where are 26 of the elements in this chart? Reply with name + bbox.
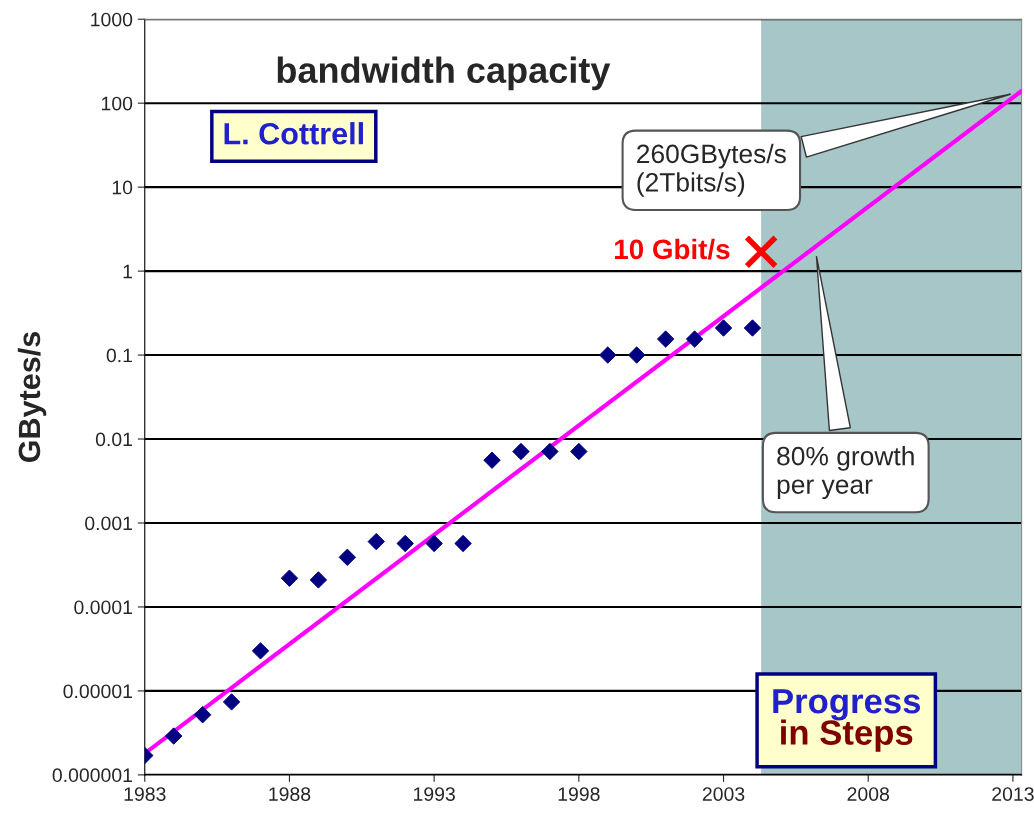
y-tick-label: 0.1 <box>106 348 133 363</box>
y-tick-label: 0.00001 <box>63 684 133 699</box>
annotation: 80% growth per year <box>777 446 914 500</box>
x-tick-label: 1988 <box>269 787 311 801</box>
point <box>744 234 779 269</box>
x-tick-label: 2008 <box>847 787 889 801</box>
y-tick-label: 0.01 <box>95 432 133 447</box>
x-tick-label: 2003 <box>702 787 745 801</box>
x-tick-label: 1983 <box>124 787 166 801</box>
y-tick-label: 1000 <box>91 12 133 27</box>
x-tick-label: 2013 <box>992 787 1034 801</box>
annotation: L. Cottrell <box>224 122 363 145</box>
y-axis-title: GBytes/s <box>17 332 47 463</box>
annotation: in Steps <box>781 719 913 752</box>
y-tick-label: 1 <box>123 264 133 279</box>
x-tick-label: 1993 <box>414 787 455 801</box>
y-tick-label: 100 <box>102 96 133 111</box>
y-tick-label: 0.001 <box>85 516 133 531</box>
y-tick-label: 0.000001 <box>52 768 133 783</box>
series-label: 10 Gbit/s <box>615 238 730 260</box>
x-tick-label: 1998 <box>558 787 600 801</box>
y-tick-label: 0.0001 <box>74 600 133 615</box>
y-tick-label: 10 <box>112 180 133 195</box>
annotation: 260GBytes/s (2Tbits/s) <box>637 143 786 197</box>
annotation: Progress <box>773 689 921 721</box>
text: bandwidth capacity <box>277 56 611 91</box>
